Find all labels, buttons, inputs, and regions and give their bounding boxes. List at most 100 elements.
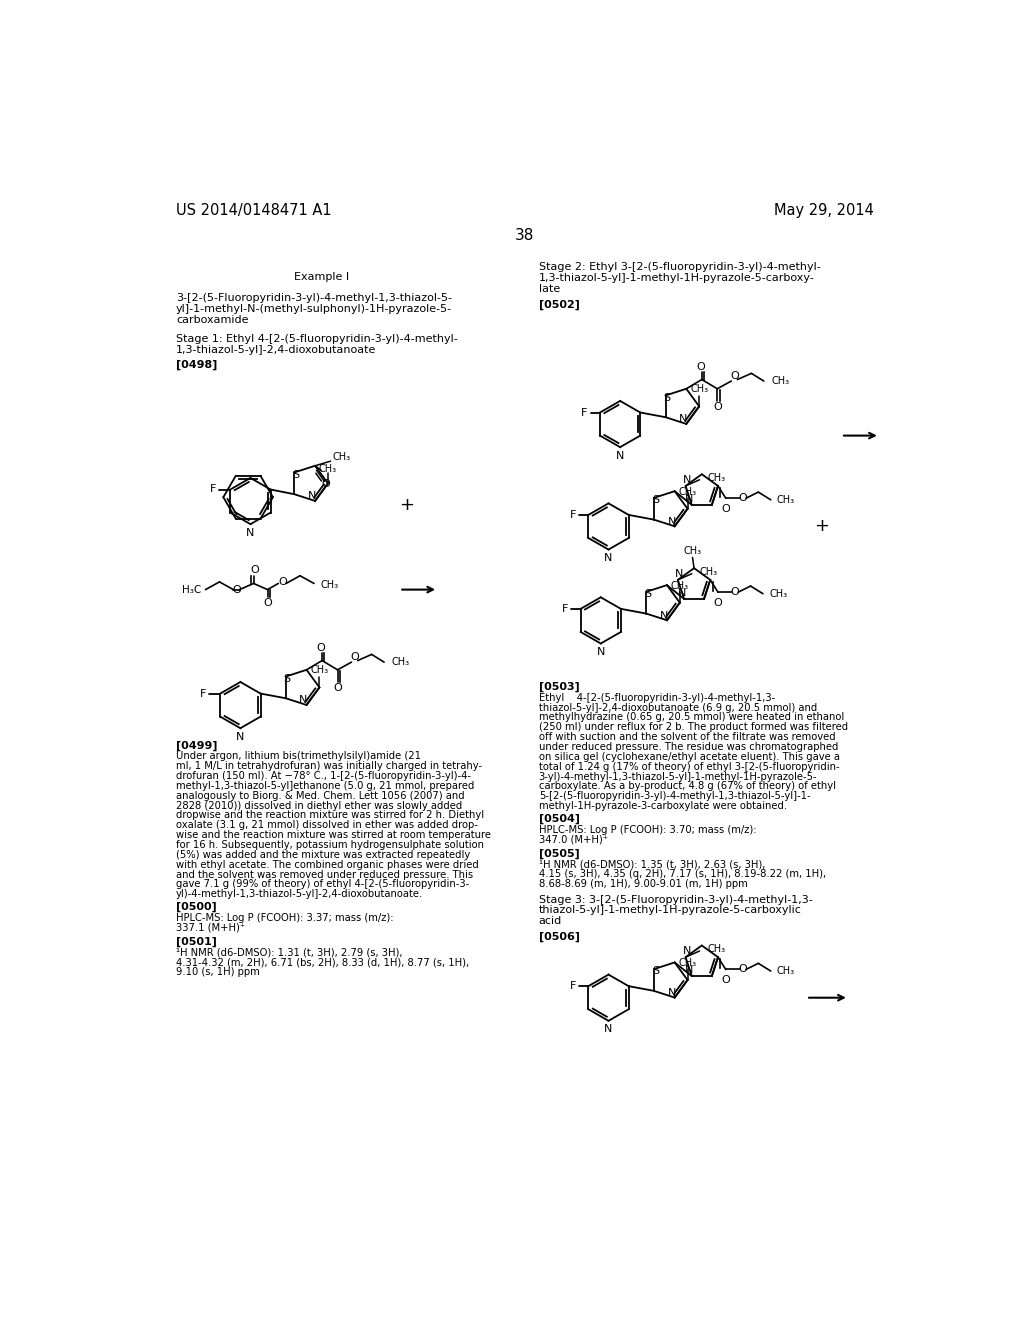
Text: yl]-1-methyl-N-(methyl-sulphonyl)-1H-pyrazole-5-: yl]-1-methyl-N-(methyl-sulphonyl)-1H-pyr… [176, 304, 453, 314]
Text: N: N [683, 475, 691, 484]
Text: wise and the reaction mixture was stirred at room temperature: wise and the reaction mixture was stirre… [176, 830, 492, 840]
Text: N: N [683, 946, 691, 956]
Text: O: O [721, 504, 730, 513]
Text: N: N [246, 528, 255, 537]
Text: F: F [582, 408, 588, 417]
Text: Under argon, lithium bis(trimethylsilyl)amide (21: Under argon, lithium bis(trimethylsilyl)… [176, 751, 421, 762]
Text: off with suction and the solvent of the filtrate was removed: off with suction and the solvent of the … [539, 733, 836, 742]
Text: 8.68-8.69 (m, 1H), 9.00-9.01 (m, 1H) ppm: 8.68-8.69 (m, 1H), 9.00-9.01 (m, 1H) ppm [539, 879, 748, 890]
Text: O: O [251, 565, 259, 574]
Text: CH₃: CH₃ [333, 453, 350, 462]
Text: F: F [562, 603, 568, 614]
Text: N: N [237, 731, 245, 742]
Text: O: O [333, 684, 342, 693]
Text: H₃C: H₃C [182, 585, 202, 594]
Text: for 16 h. Subsequently, potassium hydrogensulphate solution: for 16 h. Subsequently, potassium hydrog… [176, 840, 484, 850]
Text: CH₃: CH₃ [321, 579, 339, 590]
Text: N: N [308, 491, 316, 502]
Text: methyl-1,3-thiazol-5-yl]ethanone (5.0 g, 21 mmol, prepared: methyl-1,3-thiazol-5-yl]ethanone (5.0 g,… [176, 781, 474, 791]
Text: [0501]: [0501] [176, 937, 217, 946]
Text: CH₃: CH₃ [771, 376, 790, 385]
Text: CH₃: CH₃ [683, 546, 701, 556]
Text: carboxamide: carboxamide [176, 314, 249, 325]
Text: oxalate (3.1 g, 21 mmol) dissolved in ether was added drop-: oxalate (3.1 g, 21 mmol) dissolved in et… [176, 820, 478, 830]
Text: CH₃: CH₃ [769, 589, 787, 599]
Text: May 29, 2014: May 29, 2014 [774, 203, 873, 218]
Text: 2828 (2010)) dissolved in diethyl ether was slowly added: 2828 (2010)) dissolved in diethyl ether … [176, 800, 462, 810]
Text: S: S [644, 589, 651, 599]
Text: S: S [652, 966, 659, 977]
Text: acid: acid [539, 916, 562, 927]
Text: N: N [299, 696, 307, 705]
Text: late: late [539, 284, 560, 294]
Text: CH₃: CH₃ [392, 657, 410, 667]
Text: N: N [685, 965, 693, 975]
Text: S: S [284, 673, 291, 684]
Text: 3-yl)-4-methyl-1,3-thiazol-5-yl]-1-methyl-1H-pyrazole-5-: 3-yl)-4-methyl-1,3-thiazol-5-yl]-1-methy… [539, 772, 817, 781]
Text: S: S [652, 495, 659, 506]
Text: F: F [210, 484, 216, 495]
Text: 1,3-thiazol-5-yl]-1-methyl-1H-pyrazole-5-carboxy-: 1,3-thiazol-5-yl]-1-methyl-1H-pyrazole-5… [539, 273, 814, 282]
Text: 4.31-4.32 (m, 2H), 6.71 (bs, 2H), 8.33 (d, 1H), 8.77 (s, 1H),: 4.31-4.32 (m, 2H), 6.71 (bs, 2H), 8.33 (… [176, 957, 469, 968]
Text: O: O [731, 587, 739, 597]
Text: US 2014/0148471 A1: US 2014/0148471 A1 [176, 203, 332, 218]
Text: CH₃: CH₃ [310, 665, 329, 676]
Text: CH₃: CH₃ [708, 945, 725, 954]
Text: CH₃: CH₃ [777, 966, 795, 975]
Text: [0500]: [0500] [176, 902, 217, 912]
Text: F: F [200, 689, 207, 698]
Text: O: O [721, 975, 730, 985]
Text: 9.10 (s, 1H) ppm: 9.10 (s, 1H) ppm [176, 968, 260, 977]
Text: O: O [696, 362, 705, 372]
Text: analogously to Biorg. & Med. Chem. Lett 1056 (2007) and: analogously to Biorg. & Med. Chem. Lett … [176, 791, 465, 801]
Text: 1,3-thiazol-5-yl]-2,4-dioxobutanoate: 1,3-thiazol-5-yl]-2,4-dioxobutanoate [176, 345, 377, 355]
Text: O: O [738, 965, 748, 974]
Text: 5-[2-(5-fluoropyridin-3-yl)-4-methyl-1,3-thiazol-5-yl]-1-: 5-[2-(5-fluoropyridin-3-yl)-4-methyl-1,3… [539, 791, 810, 801]
Text: yl)-4-methyl-1,3-thiazol-5-yl]-2,4-dioxobutanoate.: yl)-4-methyl-1,3-thiazol-5-yl]-2,4-dioxo… [176, 890, 423, 899]
Text: +: + [814, 517, 829, 536]
Text: O: O [350, 652, 359, 663]
Text: F: F [569, 981, 577, 991]
Text: HPLC-MS: Log P (FCOOH): 3.37; mass (m/z):: HPLC-MS: Log P (FCOOH): 3.37; mass (m/z)… [176, 913, 393, 923]
Text: [0504]: [0504] [539, 814, 580, 825]
Text: (5%) was added and the mixture was extracted repeatedly: (5%) was added and the mixture was extra… [176, 850, 470, 859]
Text: thiazol-5-yl]-1-methyl-1H-pyrazole-5-carboxylic: thiazol-5-yl]-1-methyl-1H-pyrazole-5-car… [539, 906, 802, 915]
Text: O: O [713, 403, 722, 412]
Text: Ethyl    4-[2-(5-fluoropyridin-3-yl)-4-methyl-1,3-: Ethyl 4-[2-(5-fluoropyridin-3-yl)-4-meth… [539, 693, 775, 702]
Text: S: S [292, 470, 299, 479]
Text: 4.15 (s, 3H), 4.35 (q, 2H), 7.17 (s, 1H), 8.19-8.22 (m, 1H),: 4.15 (s, 3H), 4.35 (q, 2H), 7.17 (s, 1H)… [539, 870, 826, 879]
Text: gave 7.1 g (99% of theory) of ethyl 4-[2-(5-fluoropyridin-3-: gave 7.1 g (99% of theory) of ethyl 4-[2… [176, 879, 469, 890]
Text: drofuran (150 ml). At −78° C., 1-[2-(5-fluoropyridin-3-yl)-4-: drofuran (150 ml). At −78° C., 1-[2-(5-f… [176, 771, 471, 781]
Text: [0506]: [0506] [539, 932, 580, 941]
Text: 3-[2-(5-Fluoropyridin-3-yl)-4-methyl-1,3-thiazol-5-: 3-[2-(5-Fluoropyridin-3-yl)-4-methyl-1,3… [176, 293, 452, 304]
Text: O: O [730, 371, 738, 381]
Text: thiazol-5-yl]-2,4-dioxobutanoate (6.9 g, 20.5 mmol) and: thiazol-5-yl]-2,4-dioxobutanoate (6.9 g,… [539, 702, 817, 713]
Text: methyl-1H-pyrazole-3-carboxylate were obtained.: methyl-1H-pyrazole-3-carboxylate were ob… [539, 801, 786, 812]
Text: and the solvent was removed under reduced pressure. This: and the solvent was removed under reduce… [176, 870, 473, 879]
Text: ¹H NMR (d6-DMSO): 1.35 (t, 3H), 2.63 (s, 3H),: ¹H NMR (d6-DMSO): 1.35 (t, 3H), 2.63 (s,… [539, 859, 765, 870]
Text: N: N [668, 516, 676, 527]
Text: [0502]: [0502] [539, 300, 580, 310]
Text: O: O [232, 585, 241, 594]
Text: HPLC-MS: Log P (FCOOH): 3.70; mass (m/z):: HPLC-MS: Log P (FCOOH): 3.70; mass (m/z)… [539, 825, 757, 836]
Text: [0498]: [0498] [176, 360, 217, 371]
Text: ¹H NMR (d6-DMSO): 1.31 (t, 3H), 2.79 (s, 3H),: ¹H NMR (d6-DMSO): 1.31 (t, 3H), 2.79 (s,… [176, 948, 402, 957]
Text: Stage 2: Ethyl 3-[2-(5-fluoropyridin-3-yl)-4-methyl-: Stage 2: Ethyl 3-[2-(5-fluoropyridin-3-y… [539, 263, 820, 272]
Text: 347.0 (M+H)⁺: 347.0 (M+H)⁺ [539, 834, 608, 845]
Text: N: N [685, 494, 693, 504]
Text: [0503]: [0503] [539, 682, 580, 692]
Text: total of 1.24 g (17% of theory) of ethyl 3-[2-(5-fluoropyridin-: total of 1.24 g (17% of theory) of ethyl… [539, 762, 840, 772]
Text: 38: 38 [515, 227, 535, 243]
Text: S: S [664, 393, 671, 403]
Text: CH₃: CH₃ [679, 958, 696, 968]
Text: CH₃: CH₃ [777, 495, 795, 504]
Text: CH₃: CH₃ [699, 568, 718, 577]
Text: N: N [679, 414, 687, 424]
Text: O: O [322, 479, 331, 490]
Text: CH₃: CH₃ [318, 465, 337, 474]
Text: dropwise and the reaction mixture was stirred for 2 h. Diethyl: dropwise and the reaction mixture was st… [176, 810, 484, 821]
Text: F: F [569, 510, 577, 520]
Text: with ethyl acetate. The combined organic phases were dried: with ethyl acetate. The combined organic… [176, 859, 479, 870]
Text: N: N [604, 553, 612, 564]
Text: N: N [604, 1024, 612, 1035]
